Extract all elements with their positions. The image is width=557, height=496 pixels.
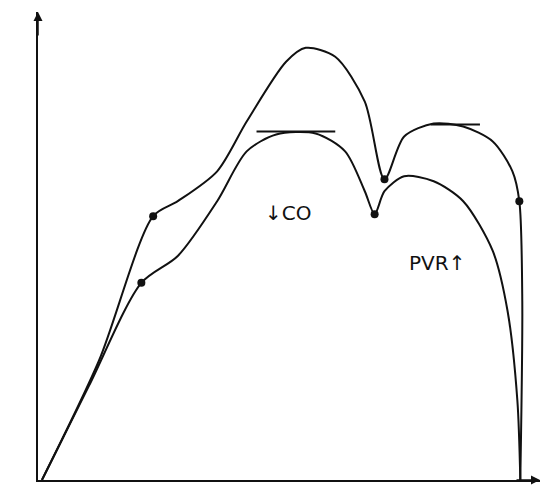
svg-text:PVR↑: PVR↑ bbox=[409, 251, 465, 275]
svg-text:↓CO: ↓CO bbox=[265, 201, 311, 225]
